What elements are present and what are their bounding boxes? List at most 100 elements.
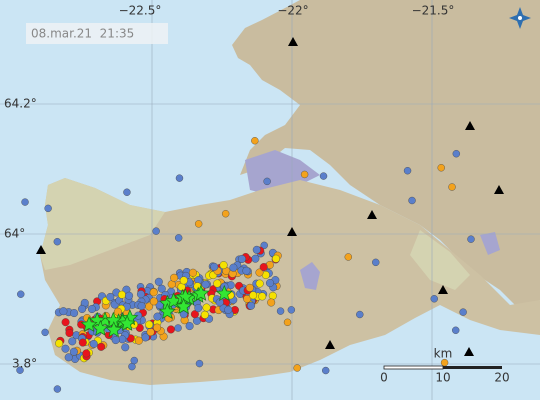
earthquake	[113, 307, 122, 316]
lowland	[40, 178, 165, 270]
longitude-label: −22°	[277, 4, 308, 18]
volcano-marker	[367, 210, 377, 219]
earthquake	[97, 342, 106, 351]
earthquake	[41, 328, 49, 337]
earthquake	[344, 253, 352, 261]
earthquake	[170, 273, 179, 282]
earthquake	[202, 303, 211, 312]
earthquake	[267, 298, 276, 307]
earthquake	[452, 150, 461, 158]
earthquake	[174, 324, 182, 332]
earthquake	[157, 284, 166, 293]
earthquake	[258, 292, 267, 301]
earthquake	[134, 336, 143, 345]
earthquake	[136, 290, 145, 299]
earthquake	[200, 310, 209, 319]
scale-tick: 10	[435, 371, 450, 385]
scale-unit: km	[434, 347, 453, 361]
earthquake	[55, 339, 64, 348]
earthquake	[17, 290, 25, 298]
latitude-label: 64°	[4, 227, 25, 241]
large-earthquake	[91, 319, 109, 336]
earthquake	[259, 263, 268, 272]
lake	[300, 262, 320, 290]
earthquake	[467, 235, 475, 243]
earthquake	[201, 280, 210, 289]
earthquake	[276, 307, 285, 315]
earthquake	[237, 254, 246, 263]
earthquake	[16, 366, 24, 374]
earthquake	[174, 234, 183, 242]
scale-tick: 20	[494, 371, 509, 385]
earthquake	[21, 198, 29, 206]
earthquake	[210, 262, 219, 271]
volcano-marker	[325, 340, 335, 349]
large-earthquake	[80, 315, 98, 333]
compass	[509, 7, 531, 29]
earthquake	[252, 245, 261, 254]
earthquake	[53, 238, 62, 246]
earthquake	[61, 318, 70, 327]
earthquake	[372, 258, 380, 267]
earthquake	[123, 188, 131, 196]
large-earthquake	[192, 284, 210, 301]
earthquake	[194, 304, 203, 313]
earthquake	[117, 290, 126, 299]
volcano-marker	[288, 37, 298, 46]
earthquake	[145, 320, 154, 329]
earthquake	[185, 322, 194, 331]
earthquake	[408, 196, 416, 205]
earthquake	[82, 349, 91, 358]
earthquake	[59, 307, 68, 316]
earthquake	[260, 241, 268, 250]
earthquake	[152, 227, 160, 235]
earthquake	[224, 305, 233, 314]
volcano-marker	[464, 347, 474, 356]
earthquake	[65, 329, 74, 338]
earthquake	[153, 323, 162, 332]
earthquake	[219, 261, 228, 270]
earthquake	[141, 333, 150, 342]
earthquake	[69, 347, 78, 356]
earthquake	[53, 385, 62, 393]
earthquake	[249, 291, 258, 300]
earthquake	[430, 295, 438, 303]
large-earthquake	[118, 314, 136, 331]
earthquake	[242, 266, 251, 275]
earthquake	[459, 308, 467, 316]
earthquake	[190, 310, 199, 319]
earthquake	[255, 268, 264, 277]
large-earthquake	[158, 302, 176, 320]
latitude-label: 3.8°	[12, 357, 37, 371]
scale-tick: 0	[380, 371, 388, 385]
earthquake	[245, 283, 254, 292]
lowland	[410, 230, 470, 290]
timestamp: 08.mar.21 21:35	[31, 27, 134, 41]
volcano-marker	[465, 121, 475, 130]
earthquake	[149, 297, 158, 306]
longitude-label: −21.5°	[412, 4, 455, 18]
earthquake	[452, 326, 460, 334]
earthquake	[121, 343, 130, 352]
earthquake	[137, 301, 146, 310]
earthquake	[64, 353, 73, 362]
earthquake	[403, 167, 412, 175]
earthquake	[89, 339, 98, 348]
large-earthquake	[175, 297, 193, 314]
earthquake	[61, 344, 70, 353]
volcano-marker	[36, 245, 46, 254]
earthquake	[268, 291, 277, 300]
earthquake	[153, 312, 162, 321]
large-earthquake	[105, 321, 123, 338]
earthquake	[106, 292, 115, 301]
earthquake	[111, 336, 120, 345]
earthquake	[149, 288, 158, 297]
earthquake	[78, 304, 87, 313]
earthquake	[437, 164, 445, 172]
earthquake	[287, 306, 296, 314]
earthquake	[247, 301, 256, 310]
longitude-label: −22.5°	[119, 4, 162, 18]
earthquake	[188, 268, 197, 277]
earthquake	[194, 220, 203, 228]
earthquake	[319, 172, 328, 180]
